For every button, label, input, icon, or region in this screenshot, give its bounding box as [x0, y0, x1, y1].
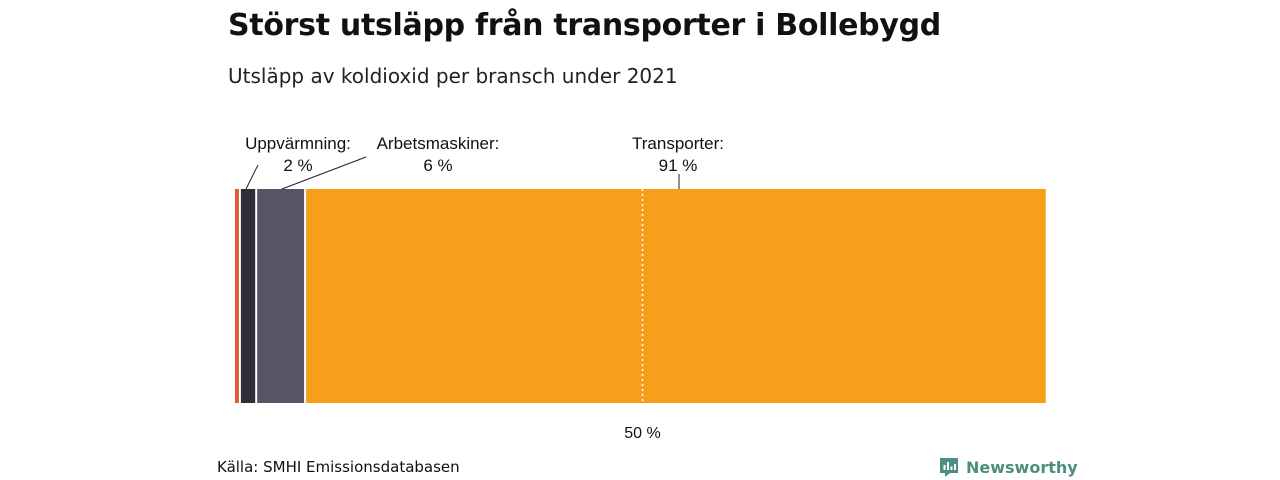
newsworthy-logo-icon: [940, 458, 958, 477]
source-note: Källa: SMHI Emissionsdatabasen: [217, 458, 460, 476]
segment-value-label-3: 91 %: [659, 156, 698, 175]
bar-segment-3: [306, 189, 1046, 403]
brand-name: Newsworthy: [966, 457, 1078, 477]
label-leader-line-2: [281, 156, 367, 190]
chart-title: Störst utsläpp från transporter i Bolleb…: [228, 8, 941, 43]
segment-label-3: Transporter:: [632, 134, 724, 153]
bar-segments: [235, 189, 1046, 403]
label-leader-line-1: [245, 164, 259, 190]
segment-value-label-2: 6 %: [423, 156, 452, 175]
bar-segment-2: [257, 189, 305, 403]
segment-label-2: Arbetsmaskiner:: [377, 134, 500, 153]
chart-subtitle: Utsläpp av koldioxid per bransch under 2…: [228, 64, 678, 88]
segment-labels: Uppvärmning: 2 % Arbetsmaskiner: 6 % Transpo…: [245, 134, 724, 190]
reference-line-label: 50 %: [624, 425, 660, 442]
segment-label-1: Uppvärmning:: [245, 134, 351, 153]
segment-value-label-1: 2 %: [283, 156, 312, 175]
brand-logo: Newsworthy: [938, 456, 1078, 478]
reference-line-group: 50 %: [624, 189, 661, 442]
bar-segment-1: [240, 189, 256, 403]
bar-segment-0: [235, 189, 239, 403]
